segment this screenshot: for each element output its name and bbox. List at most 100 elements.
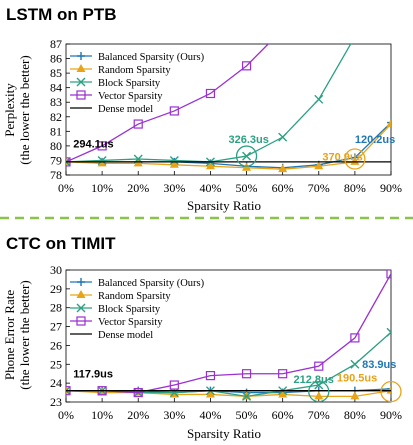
data-point-block — [242, 151, 252, 161]
ctc-timit-panel: CTC on TIMIT Sparsity Ratio Phone Error … — [2, 234, 402, 441]
chart-title: CTC on TIMIT — [6, 234, 116, 253]
data-point-vector — [169, 106, 179, 116]
y-tick-label: 28 — [50, 301, 62, 315]
data-point-vector — [241, 369, 252, 379]
x-tick-label: 20% — [127, 408, 149, 422]
lstm-ptb-panel: LSTM on PTB Sparsity Ratio Perplexity (t… — [2, 5, 402, 213]
x-axis-label: Sparsity Ratio — [187, 426, 261, 441]
annotation-circle — [308, 380, 330, 403]
plot-area — [65, 43, 392, 176]
legend-marker-vector — [76, 90, 86, 100]
data-point-random — [205, 389, 215, 398]
data-point-random — [350, 391, 360, 400]
y-tick-label: 30 — [50, 263, 62, 277]
data-point-vector — [133, 387, 143, 398]
data-point-random — [314, 391, 324, 400]
x-tick-label: 90% — [380, 181, 402, 195]
data-point-block — [278, 132, 288, 142]
x-tick-label: 40% — [199, 408, 221, 422]
data-point-vector — [386, 270, 391, 279]
y-tick-label: 78 — [50, 168, 62, 182]
data-point-vector — [350, 333, 360, 343]
series-line-vector — [66, 273, 391, 394]
plot-area — [65, 269, 392, 403]
data-point-random — [350, 156, 360, 165]
y-tick-label: 79 — [50, 153, 62, 167]
series-layer — [66, 25, 391, 173]
legend-label-balanced: Balanced Sparsity (Ours) — [98, 278, 205, 289]
y-tick-label: 87 — [50, 37, 62, 51]
legend-label-vector: Vector Sparsity — [98, 317, 163, 328]
latency-annotation: 326.3us — [229, 134, 269, 146]
data-point-vector — [241, 61, 252, 71]
x-tick-label: 70% — [308, 408, 330, 422]
legend-marker-block — [76, 77, 86, 87]
legend-marker-random — [76, 64, 86, 72]
legend: Balanced Sparsity (Ours) Random Sparsity B… — [70, 278, 205, 341]
y-tick-label: 23 — [50, 395, 62, 409]
y-axis-label-sub: (the lower the better) — [17, 55, 32, 164]
latency-annotation: 120.2us — [355, 134, 395, 146]
y-tick-label: 82 — [50, 110, 62, 124]
data-point-random — [386, 119, 391, 128]
y-tick-label: 86 — [50, 52, 62, 66]
legend-label-dense: Dense model — [98, 330, 153, 341]
data-point-random — [242, 391, 252, 400]
y-axis-label: Perplexity — [2, 83, 17, 137]
y-tick-label: 81 — [50, 124, 62, 138]
x-tick-label: 10% — [91, 181, 113, 195]
data-point-block — [351, 33, 359, 41]
y-tick-label: 80 — [50, 139, 62, 153]
data-point-vector — [279, 25, 287, 33]
legend-marker-vector — [76, 316, 86, 326]
data-point-vector — [133, 119, 143, 129]
series-line-random — [66, 123, 391, 170]
x-tick-label: 30% — [163, 408, 185, 422]
data-point-block — [169, 155, 179, 165]
data-point-block — [66, 157, 71, 167]
data-point-block — [386, 327, 391, 337]
latency-annotation: 83.9us — [362, 359, 396, 371]
series-line-random — [66, 390, 391, 397]
y-tick-label: 25 — [50, 357, 62, 371]
y-tick-label: 83 — [50, 95, 62, 109]
data-point-vector — [97, 141, 107, 151]
y-tick-label: 85 — [50, 66, 62, 80]
x-tick-label: 10% — [91, 408, 113, 422]
legend-marker-random — [76, 290, 86, 298]
legend-label-random: Random Sparsity — [98, 291, 171, 302]
legend-label-block: Block Sparsity — [98, 78, 161, 89]
data-point-random — [169, 159, 179, 168]
x-tick-label: 70% — [308, 181, 330, 195]
annotation-circle — [344, 148, 366, 170]
series-line-block — [66, 331, 391, 398]
x-tick-label: 50% — [236, 408, 258, 422]
x-tick-label: 50% — [236, 181, 258, 195]
data-point-vector — [169, 380, 179, 390]
latency-annotation: 294.1us — [73, 138, 113, 150]
data-point-vector — [314, 361, 324, 371]
data-point-random — [314, 161, 324, 170]
x-axis-label: Sparsity Ratio — [187, 198, 261, 213]
series-line-vector — [66, 44, 270, 163]
data-point-block — [66, 386, 71, 396]
data-point-random — [278, 389, 288, 398]
legend-marker-balanced — [77, 278, 85, 286]
x-tick-label: 0% — [58, 181, 74, 195]
y-axis-label: Phone Error Rate — [2, 290, 17, 380]
latency-annotation: 190.5us — [337, 372, 377, 384]
y-axis-label-sub: (the lower the better) — [17, 280, 32, 389]
legend-label-random: Random Sparsity — [98, 65, 171, 76]
data-point-block — [350, 359, 360, 369]
x-tick-label: 80% — [344, 408, 366, 422]
data-point-block — [169, 388, 179, 398]
data-point-vector — [278, 369, 288, 379]
legend-marker-block — [76, 303, 86, 313]
data-point-random — [278, 164, 288, 173]
data-point-random — [386, 385, 391, 394]
y-tick-label: 24 — [50, 376, 62, 390]
legend-label-balanced: Balanced Sparsity (Ours) — [98, 52, 205, 63]
x-tick-label: 30% — [163, 181, 185, 195]
legend-marker-balanced — [77, 52, 85, 60]
x-tick-label: 80% — [344, 181, 366, 195]
